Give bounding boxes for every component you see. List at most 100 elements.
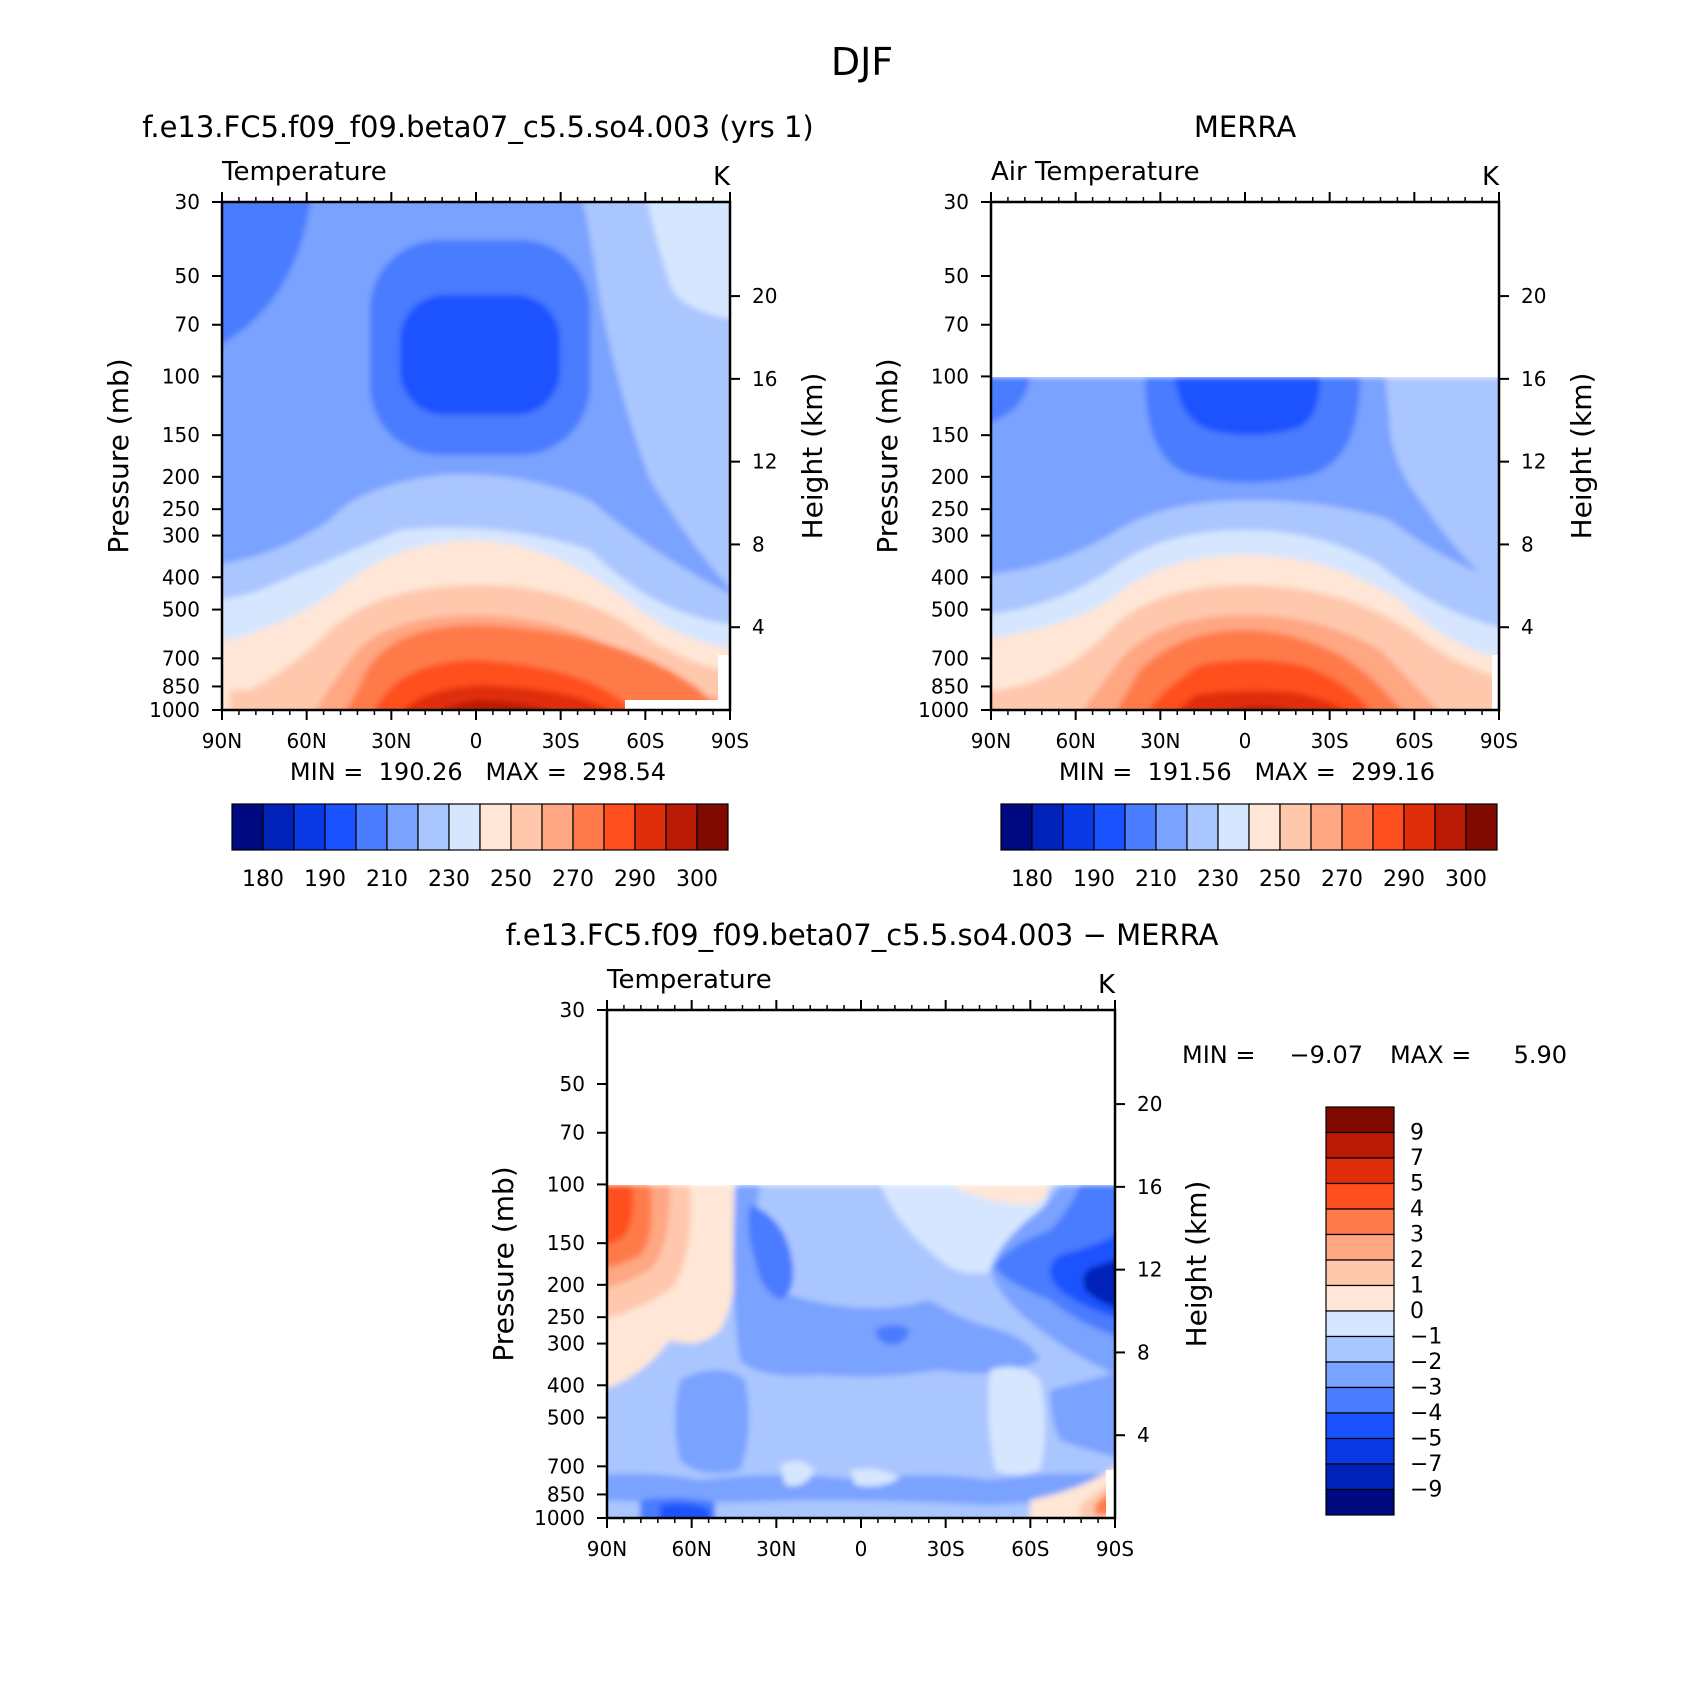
panel-diff-height-tick-label: 8 (1137, 1340, 1150, 1364)
panel-merra-lat-tick-label: 90N (971, 729, 1011, 753)
panel-diff-colorbar-label: 9 (1410, 1121, 1424, 1146)
panel-diff-pressure-tick-label: 200 (547, 1273, 585, 1297)
panel-merra-pressure-tick-label: 850 (931, 674, 969, 698)
panel-merra-colorbar-swatch (1062, 803, 1095, 851)
panel-diff-colorbar-swatch (1325, 1233, 1395, 1261)
panel-merra-height-tick-label: 4 (1521, 615, 1534, 639)
panel-diff: f.e13.FC5.f09_f09.beta07_c5.5.so4.003 − … (487, 918, 1567, 1561)
panel-model-colorbar-label: 210 (366, 867, 408, 892)
panel-diff-pressure-tick-label: 400 (547, 1373, 585, 1397)
panel-model-colorbar-swatch (510, 803, 543, 851)
panel-diff-lat-tick-label: 90S (1096, 1537, 1134, 1561)
panel-model-pressure-tick-label: 100 (162, 364, 200, 388)
panel-diff-variable-label: Temperature (606, 965, 772, 995)
panel-model-colorbar-label: 180 (242, 867, 284, 892)
panel-merra-height-tick-label: 12 (1521, 450, 1546, 474)
panel-merra-colorbar-label: 190 (1073, 867, 1115, 892)
panel-model-colorbar-swatch (479, 803, 512, 851)
panel-model-pressure-tick-label: 850 (162, 674, 200, 698)
panel-diff-colorbar-label: 4 (1410, 1197, 1424, 1222)
panel-model-colorbar-label: 270 (552, 867, 594, 892)
panel-model-height-tick-label: 20 (752, 284, 777, 308)
panel-diff-colorbar-label: 5 (1410, 1172, 1424, 1197)
panel-merra-colorbar-swatch (1372, 803, 1405, 851)
panel-merra-lat-tick-label: 60S (1395, 729, 1433, 753)
panel-diff-max-value: 5.90 (1514, 1041, 1567, 1069)
panel-merra-colorbar-swatch (1403, 803, 1436, 851)
panel-diff-pressure-tick-label: 850 (547, 1482, 585, 1506)
panel-model-ylabel: Pressure (mb) (102, 358, 135, 553)
panel-model-colorbar-swatch (541, 803, 574, 851)
panel-model-title: f.e13.FC5.f09_f09.beta07_c5.5.so4.003 (y… (142, 110, 813, 144)
panel-model-colorbar-swatch (696, 803, 729, 851)
panel-diff-lat-tick-label: 60N (671, 1537, 711, 1561)
panel-model-colorbar: 180 190 210 230 250 270 290 300 (231, 803, 729, 892)
panel-merra-colorbar-label: 300 (1445, 867, 1487, 892)
panel-model-lat-tick-label: 60N (286, 729, 326, 753)
panel-diff-colorbar-label: −5 (1410, 1427, 1442, 1452)
panel-diff-max-label: MAX = (1390, 1041, 1471, 1069)
panel-diff-colorbar-label: 7 (1410, 1146, 1424, 1171)
panel-model-pressure-tick-label: 500 (162, 598, 200, 622)
panel-diff-pressure-tick-label: 70 (560, 1121, 585, 1145)
panel-merra-pressure-tick-label: 30 (944, 190, 969, 214)
panel-merra-colorbar-swatch (1124, 803, 1157, 851)
panel-diff-pressure-tick-label: 300 (547, 1332, 585, 1356)
panel-model-lat-tick-label: 0 (470, 729, 483, 753)
panel-diff-colorbar-swatch (1325, 1208, 1395, 1236)
panel-diff-height-tick-label: 20 (1137, 1092, 1162, 1116)
panel-diff-colorbar-swatch (1325, 1182, 1395, 1210)
panel-diff-colorbar-swatch (1325, 1335, 1395, 1363)
panel-merra-pressure-tick-label: 700 (931, 646, 969, 670)
panel-merra-colorbar-swatch (1279, 803, 1312, 851)
panel-merra-colorbar-swatch (1248, 803, 1281, 851)
panel-merra-pressure-tick-label: 300 (931, 524, 969, 548)
panel-merra-colorbar-swatch (1186, 803, 1219, 851)
panel-diff-colorbar-label: 3 (1410, 1223, 1424, 1248)
panel-merra-lat-tick-label: 60N (1055, 729, 1095, 753)
panel-model-pressure-tick-label: 1000 (149, 698, 200, 722)
panel-merra-colorbar-swatch (1031, 803, 1064, 851)
panel-model-colorbar-swatch (603, 803, 636, 851)
panel-diff-height-tick-label: 12 (1137, 1258, 1162, 1282)
panel-diff-colorbar-swatch (1325, 1106, 1395, 1134)
panel-merra-colorbar: 180 190 210 230 250 270 290 300 (1000, 803, 1498, 892)
panel-merra-pressure-tick-label: 150 (931, 423, 969, 447)
panel-diff-pressure-tick-label: 700 (547, 1454, 585, 1478)
panel-diff-colorbar-label: −7 (1410, 1452, 1442, 1477)
panel-diff-colorbar-swatch (1325, 1131, 1395, 1159)
panel-model-pressure-tick-label: 200 (162, 465, 200, 489)
panel-merra-lat-tick-label: 30N (1140, 729, 1180, 753)
panel-merra-colorbar-swatch (1155, 803, 1188, 851)
panel-model-units: K (713, 162, 731, 192)
panel-diff-contours (607, 1010, 1115, 1518)
panel-merra-colorbar-label: 180 (1011, 867, 1053, 892)
panel-model-ylabel-right: Height (km) (796, 373, 829, 540)
panel-model-colorbar-swatch (448, 803, 481, 851)
panel-model-lat-tick-label: 90S (711, 729, 749, 753)
panel-merra-title: MERRA (1194, 110, 1296, 144)
panel-diff-lat-tick-label: 60S (1011, 1537, 1049, 1561)
panel-model-pressure-tick-label: 150 (162, 423, 200, 447)
panel-model-pressure-tick-label: 300 (162, 524, 200, 548)
panel-merra-colorbar-swatch (1434, 803, 1467, 851)
panel-diff-min-value: −9.07 (1289, 1041, 1363, 1069)
panel-merra-colorbar-swatch (1217, 803, 1250, 851)
panel-diff-colorbar-label: −4 (1410, 1401, 1442, 1426)
panel-model-lat-tick-label: 30S (542, 729, 580, 753)
panel-merra-colorbar-label: 250 (1259, 867, 1301, 892)
panel-merra-ylabel-right: Height (km) (1565, 373, 1598, 540)
panel-diff-colorbar-swatch (1325, 1284, 1395, 1312)
panel-merra-min-max: MIN = 191.56 MAX = 299.16 (1059, 758, 1435, 786)
panel-diff-colorbar-label: 0 (1410, 1299, 1424, 1324)
panel-merra-pressure-tick-label: 1000 (918, 698, 969, 722)
panel-diff-height-tick-label: 16 (1137, 1175, 1162, 1199)
panel-model-colorbar-label: 230 (428, 867, 470, 892)
panel-diff-lat-tick-label: 30N (756, 1537, 796, 1561)
panel-model-colorbar-label: 190 (304, 867, 346, 892)
panel-model-colorbar-swatch (355, 803, 388, 851)
panel-model-height-tick-label: 4 (752, 615, 765, 639)
panel-model-colorbar-swatch (572, 803, 605, 851)
panel-merra-colorbar-swatch (1093, 803, 1126, 851)
